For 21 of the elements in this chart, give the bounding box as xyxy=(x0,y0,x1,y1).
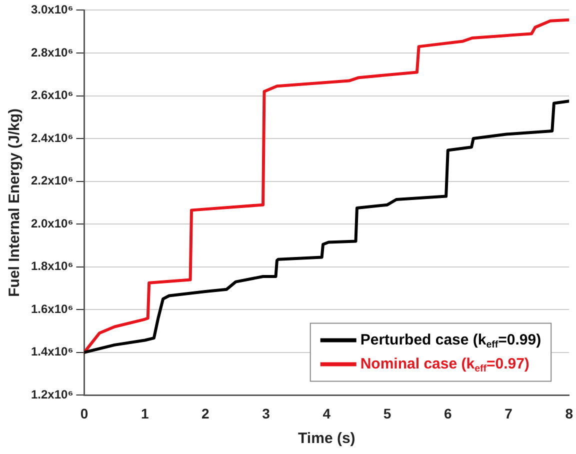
y-tick-label: 1.6x10⁶ xyxy=(30,302,74,316)
x-tick-label: 7 xyxy=(504,405,513,422)
x-tick-label: 2 xyxy=(202,405,210,422)
x-tick-label: 8 xyxy=(565,405,574,422)
y-tick-label: 2.6x10⁶ xyxy=(30,88,74,102)
y-tick-label: 2.8x10⁶ xyxy=(30,45,74,60)
x-tick-label: 4 xyxy=(322,405,331,422)
y-tick-label: 2.2x10⁶ xyxy=(30,174,74,188)
y-axis-title: Fuel Internal Energy (J/kg) xyxy=(6,108,24,297)
x-tick-label: 5 xyxy=(383,405,392,422)
y-tick-label: 2.0x10⁶ xyxy=(30,216,74,230)
y-tick-label: 1.4x10⁶ xyxy=(30,344,74,359)
x-tick-label: 1 xyxy=(140,405,149,422)
y-tick-label: 1.2x10⁶ xyxy=(30,388,74,402)
x-axis-title: Time (s) xyxy=(298,430,356,448)
x-tick-label: 3 xyxy=(262,405,270,422)
x-tick-label: 0 xyxy=(80,405,88,422)
y-tick-label: 2.4x10⁶ xyxy=(30,130,74,145)
y-tick-label: 1.8x10⁶ xyxy=(30,259,74,274)
y-tick-label: 3.0x10⁶ xyxy=(30,2,74,17)
x-tick-label: 6 xyxy=(444,405,452,422)
